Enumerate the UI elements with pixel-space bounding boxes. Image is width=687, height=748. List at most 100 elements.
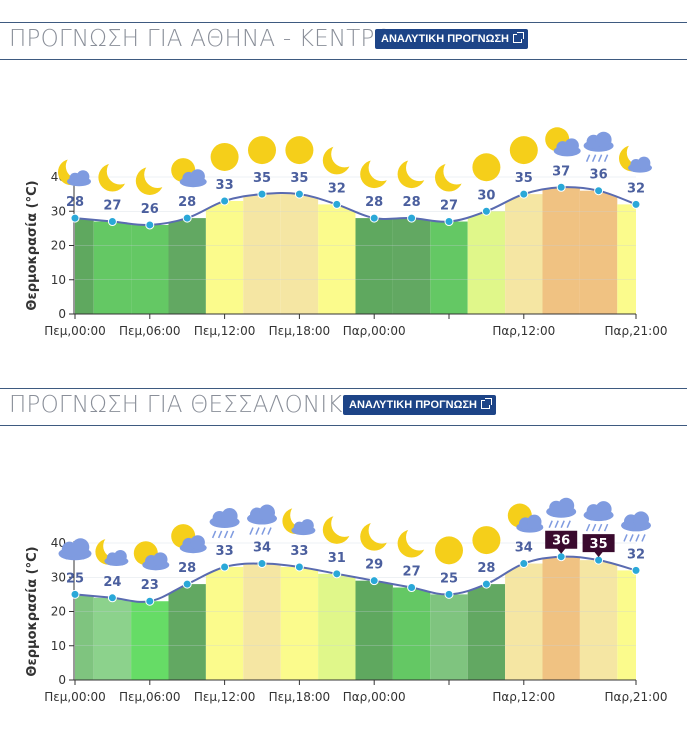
moon-shape [322, 146, 351, 175]
temperature-point [519, 189, 529, 199]
y-tick-label: 10 [51, 639, 66, 653]
value-label: 23 [141, 578, 159, 593]
external-link-icon [480, 398, 492, 409]
rain-drop [267, 527, 272, 535]
sun-icon [472, 153, 501, 182]
temperature-point [145, 596, 155, 606]
value-label: 29 [365, 558, 383, 573]
temperature-point [594, 555, 604, 565]
temperature-band [355, 218, 393, 314]
cloud-shape [628, 156, 652, 173]
y-tick-label: 30 [51, 204, 66, 218]
moon-cloud-icon [619, 145, 652, 173]
cloud-shape [583, 501, 614, 522]
rain-drop [585, 154, 591, 162]
value-label: 37 [552, 164, 570, 179]
moon-cloud-icon [282, 507, 316, 536]
cloud-puff [527, 514, 542, 530]
temperature-band [430, 221, 468, 314]
rain-icon [583, 501, 614, 532]
sun-icon [210, 142, 239, 171]
temperature-bands [75, 556, 636, 680]
value-label: 35 [290, 171, 308, 186]
rain-drop [560, 520, 565, 528]
moon-icon [98, 163, 127, 192]
detailed-forecast-button[interactable]: ΑΝΑΛΥΤΙΚΗ ΠΡΟΓΝΩΣΗ [375, 29, 528, 49]
moon-icon [322, 515, 351, 544]
value-label: 32 [627, 547, 645, 562]
value-label: 33 [216, 178, 234, 193]
value-label: 35 [590, 537, 608, 552]
rain-icon [621, 511, 651, 542]
value-label: 32 [328, 181, 346, 196]
cloud-shape [209, 507, 240, 528]
temperature-band [542, 187, 580, 314]
temperature-bands [75, 187, 636, 314]
cloud-puff [259, 504, 275, 521]
rain-drop [597, 154, 603, 162]
above-curve-mask [75, 82, 636, 226]
cloud-shape [546, 497, 577, 518]
rain-drop [603, 154, 609, 162]
sun-shape [435, 536, 463, 565]
temperature-band [280, 566, 319, 680]
cloud-shape [179, 535, 207, 554]
temperature-point [294, 189, 304, 199]
x-tick-label: Πεμ,06:00 [119, 324, 181, 338]
sun-shape [210, 142, 239, 171]
rain-drop [223, 530, 229, 539]
rain-drop [635, 534, 640, 542]
x-tick-label: Πεμ,18:00 [269, 690, 331, 704]
sun-icon [285, 136, 314, 165]
temperature-point [257, 189, 267, 199]
moon-shape [360, 160, 389, 189]
temperature-band [280, 194, 319, 314]
cloud-puff [595, 501, 612, 518]
temperature-band [243, 563, 281, 680]
value-label: 28 [66, 195, 84, 210]
moon-icon [322, 146, 351, 175]
temperature-point [70, 213, 80, 223]
temperature-band [617, 570, 636, 680]
cloud-puff [633, 511, 649, 528]
rain-drop [211, 530, 217, 539]
value-label: 28 [178, 561, 196, 576]
temperature-point [107, 217, 117, 227]
cloud-puff [221, 507, 238, 524]
cloud-shape [621, 511, 651, 532]
cloud-shape [247, 504, 277, 525]
value-label: 31 [328, 551, 346, 566]
x-tick-label: Παρ,21:00 [605, 324, 668, 338]
temperature-band [168, 218, 206, 314]
temperature-band [505, 194, 543, 314]
rain-drop [591, 523, 597, 532]
heat-warning-badge [582, 534, 615, 558]
temperature-band [579, 560, 618, 680]
detailed-forecast-button[interactable]: ΑΝΑΛΥΤΙΚΗ ΠΡΟΓΝΩΣΗ [343, 395, 496, 415]
temperature-point [294, 562, 304, 572]
rain-drop [566, 520, 571, 528]
moon-icon [360, 160, 389, 189]
y-tick-label: 20 [51, 605, 66, 619]
rain-drop [591, 154, 597, 162]
value-label: 28 [178, 195, 196, 210]
temperature-point [631, 565, 641, 575]
detailed-forecast-label: ΑΝΑΛΥΤΙΚΗ ΠΡΟΓΝΩΣΗ [349, 399, 477, 411]
value-label: 28 [403, 195, 421, 210]
temperature-point [407, 213, 417, 223]
moon-cloud-icon [58, 159, 91, 187]
cloud-puff [301, 519, 314, 532]
section-title: ΠΡΟΓΝΩΣΗ ΓΙΑ ΑΘΗΝΑ - ΚΕΝΤΡΟ [9, 26, 393, 52]
temperature-point [481, 206, 491, 216]
temperature-point [182, 213, 192, 223]
sun-shape [285, 136, 314, 165]
sun-shape [509, 136, 538, 165]
sun-cloud-icon [171, 524, 207, 554]
cloud-icon [58, 538, 92, 561]
cloud-puff [153, 552, 168, 567]
temperature-band [318, 573, 356, 680]
sun-icon [248, 136, 276, 165]
cloud-puff [76, 170, 90, 184]
temperature-line [74, 186, 637, 227]
